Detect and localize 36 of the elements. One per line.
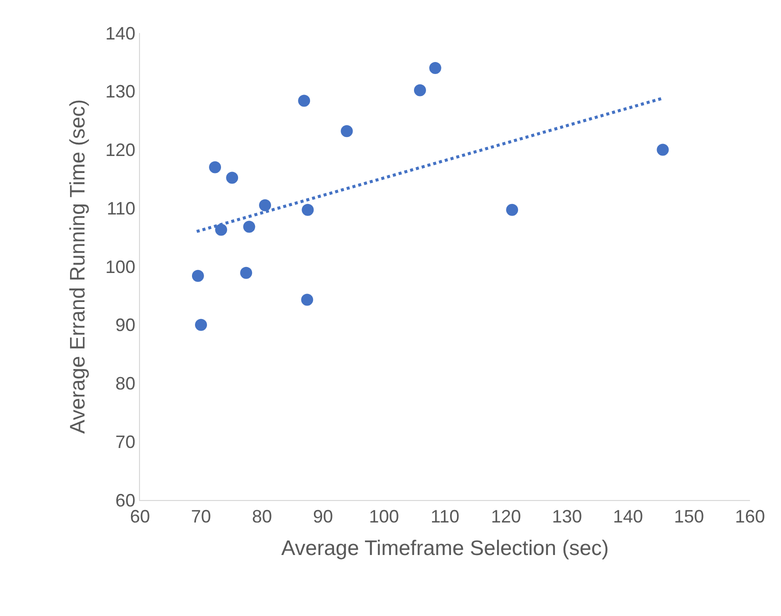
point: [259, 199, 272, 212]
x-tick-label: 150: [674, 506, 704, 527]
y-axis-title: Average Errand Running Time (sec): [66, 99, 90, 434]
y-tick-label: 130: [105, 82, 136, 102]
y-tick-label: 120: [105, 140, 136, 160]
point: [195, 318, 207, 331]
point: [414, 84, 426, 96]
x-tick-label: 140: [612, 506, 644, 527]
point: [429, 62, 442, 74]
x-tick-label: 90: [312, 506, 334, 527]
y-tick-label: 100: [105, 256, 136, 277]
x-tick-label: 160: [734, 506, 766, 527]
x-tick-label: 110: [430, 506, 460, 527]
point: [192, 270, 204, 282]
x-tick-label: 100: [368, 506, 400, 527]
y-tick-label: 80: [115, 374, 136, 394]
point: [506, 204, 518, 216]
x-tick-label: 80: [252, 506, 272, 527]
x-tick-label: 130: [552, 506, 582, 527]
y-tick-label: 90: [115, 315, 136, 336]
y-tick-label: 110: [106, 198, 136, 218]
y-tick-label: 140: [105, 23, 136, 44]
x-tick-label: 70: [190, 506, 212, 527]
x-axis-title: Average Timeframe Selection (sec): [281, 536, 609, 560]
point: [340, 125, 353, 138]
point: [656, 144, 669, 156]
point: [240, 266, 252, 279]
point: [301, 294, 314, 306]
x-tick-label: 120: [490, 506, 522, 527]
point: [243, 220, 256, 233]
point: [209, 161, 222, 174]
point: [298, 94, 310, 107]
point: [302, 204, 314, 216]
y-tick-label: 70: [115, 432, 136, 452]
point: [226, 172, 238, 184]
point: [215, 224, 228, 236]
